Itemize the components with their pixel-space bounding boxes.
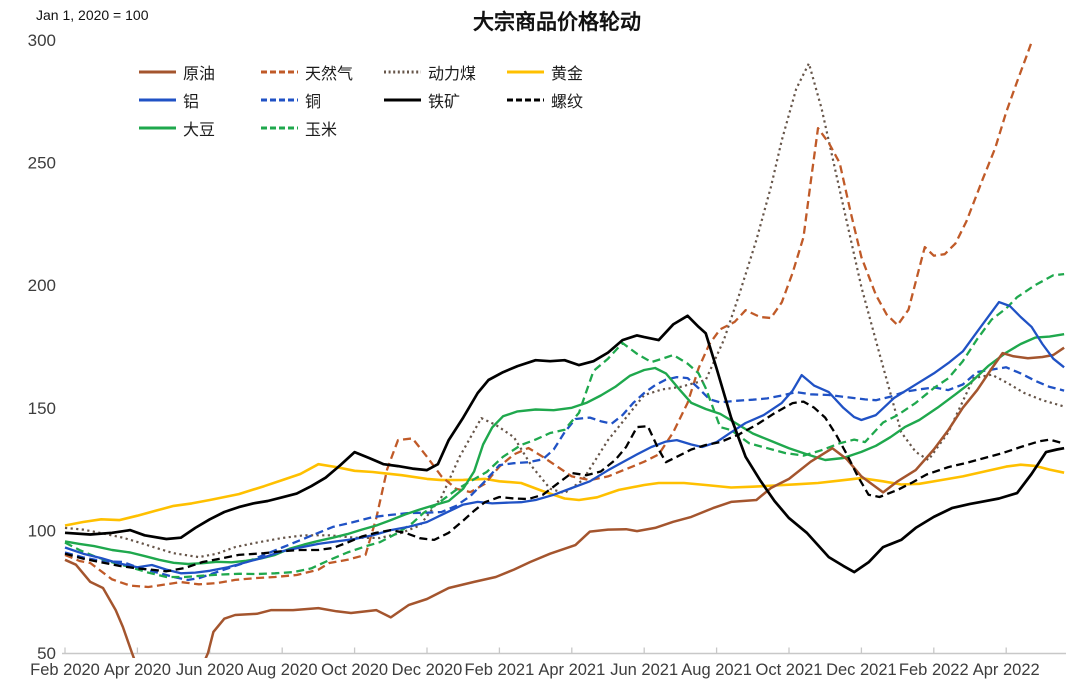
legend-label-thermal-coal: 动力煤: [428, 66, 477, 83]
legend-label-natural-gas: 天然气: [305, 66, 354, 83]
series-line-iron-ore: [64, 314, 1065, 574]
iron-ore-legend-swatch: [384, 98, 421, 102]
x-axis-label: Oct 2020: [321, 661, 388, 679]
x-axis-label: Feb 2022: [899, 661, 969, 679]
copper-legend-swatch: [261, 98, 298, 102]
legend-label-gold: 黄金: [551, 66, 584, 83]
y-axis-label: 150: [28, 399, 56, 418]
legend-item-thermal-coal: 动力煤: [384, 62, 507, 83]
legend-item-copper: 铜: [261, 90, 384, 111]
series-line-thermal-coal: [64, 62, 1065, 559]
chart-legend: 原油 天然气 动力煤 黄金铝 铜 铁矿 螺纹大豆 玉米: [139, 62, 630, 139]
legend-item-natural-gas: 天然气: [261, 62, 384, 83]
x-axis-label: Dec 2021: [826, 661, 897, 679]
crude-oil-legend-swatch: [139, 70, 176, 74]
x-axis-label: Aug 2021: [681, 661, 752, 679]
legend-item-gold: 黄金: [507, 62, 630, 83]
series-line-corn: [64, 272, 1065, 579]
y-axis-label: 100: [28, 521, 56, 540]
x-axis-label: Feb 2021: [465, 661, 535, 679]
legend-item-aluminum: 铝: [139, 90, 261, 111]
x-axis-label: Apr 2021: [538, 661, 605, 679]
x-axis-label: Feb 2020: [30, 661, 100, 679]
series-line-rebar: [64, 400, 1065, 573]
series-line-natural-gas: [64, 42, 1033, 589]
aluminum-legend-swatch: [139, 98, 176, 102]
x-axis-label: Jun 2021: [610, 661, 678, 679]
series-line-gold: [64, 462, 1065, 527]
legend-label-crude-oil: 原油: [183, 66, 216, 83]
x-axis-label: Dec 2020: [392, 661, 463, 679]
legend-label-soybean: 大豆: [183, 122, 216, 139]
legend-item-crude-oil: 原油: [139, 62, 261, 83]
x-axis-label: Apr 2020: [104, 661, 171, 679]
legend-item-rebar: 螺纹: [507, 90, 630, 111]
legend-label-aluminum: 铝: [183, 94, 200, 111]
legend-label-rebar: 螺纹: [551, 94, 584, 111]
thermal-coal-legend-swatch: [384, 70, 421, 74]
x-axis-label: Aug 2020: [247, 661, 318, 679]
y-axis-label: 250: [28, 154, 56, 173]
legend-label-iron-ore: 铁矿: [428, 94, 461, 111]
corn-legend-swatch: [261, 126, 298, 130]
rebar-legend-swatch: [507, 98, 544, 102]
series-line-aluminum: [64, 300, 1065, 575]
legend-item-corn: 玉米: [261, 118, 384, 139]
legend-item-soybean: 大豆: [139, 118, 261, 139]
gold-legend-swatch: [507, 70, 544, 74]
legend-label-copper: 铜: [305, 94, 322, 111]
chart-title: 大宗商品价格轮动: [473, 11, 641, 34]
legend-label-corn: 玉米: [305, 122, 338, 139]
series-line-soybean: [64, 333, 1065, 566]
soybean-legend-swatch: [139, 126, 176, 130]
x-axis-label: Jun 2020: [176, 661, 244, 679]
y-axis-label: 200: [28, 276, 56, 295]
x-axis-label: Oct 2021: [756, 661, 823, 679]
index-base-note: Jan 1, 2020 = 100: [36, 7, 149, 23]
y-axis-label: 300: [28, 31, 56, 50]
natural-gas-legend-swatch: [261, 70, 298, 74]
x-axis-label: Apr 2022: [973, 661, 1040, 679]
y-axis-label: 50: [37, 644, 56, 663]
series-line-crude-oil: [64, 346, 1065, 658]
legend-item-iron-ore: 铁矿: [384, 90, 507, 111]
